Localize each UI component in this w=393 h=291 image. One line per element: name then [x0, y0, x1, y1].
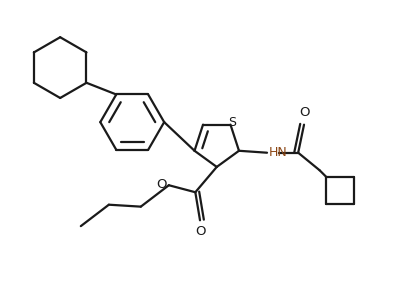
Text: HN: HN [268, 146, 287, 159]
Text: O: O [156, 178, 167, 191]
Text: O: O [195, 225, 205, 238]
Text: O: O [299, 106, 309, 119]
Text: S: S [228, 116, 237, 129]
